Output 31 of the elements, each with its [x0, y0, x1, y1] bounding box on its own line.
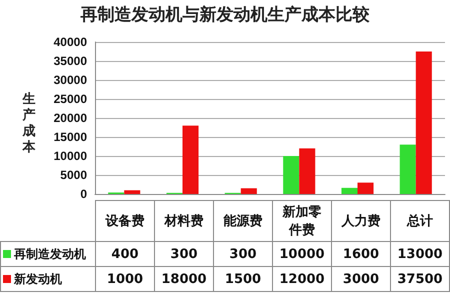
x-tick-label: 总计: [406, 213, 434, 230]
x-tick-label: 人力费: [340, 213, 382, 230]
legend-label: 再制造发动机: [0, 242, 96, 266]
data-label: 3000: [332, 266, 390, 292]
data-label: 300: [154, 242, 214, 266]
y-tick-label: 5000: [60, 168, 88, 182]
y-tick-label: 20000: [54, 111, 88, 125]
data-label: 37500: [390, 266, 450, 292]
data-label: 300: [214, 242, 272, 266]
y-tick-label: 0: [80, 187, 88, 201]
y-tick-label: 30000: [54, 73, 88, 87]
x-tick-label: 新加零件费: [282, 204, 322, 239]
y-tick-label: 10000: [54, 149, 88, 163]
data-label: 1500: [214, 266, 272, 292]
y-tick-label: 40000: [54, 35, 88, 49]
y-axis-title: 生产成本: [22, 92, 36, 156]
data-label: 18000: [154, 266, 214, 292]
data-label: 1000: [96, 266, 154, 292]
x-tick-label: 设备费: [104, 213, 146, 230]
data-label: 400: [96, 242, 154, 266]
legend-label: 新发动机: [0, 266, 96, 292]
data-label: 12000: [272, 266, 332, 292]
y-tick-label: 15000: [54, 130, 88, 144]
x-tick-label: 材料费: [164, 213, 204, 230]
data-label: 10000: [272, 242, 332, 266]
data-label: 1600: [332, 242, 390, 266]
x-tick-label: 能源费: [222, 213, 264, 230]
chart-title: 再制造发动机与新发动机生产成本比较: [80, 4, 370, 26]
y-tick-label: 25000: [54, 92, 88, 106]
data-label: 13000: [390, 242, 450, 266]
y-tick-label: 35000: [54, 54, 88, 68]
